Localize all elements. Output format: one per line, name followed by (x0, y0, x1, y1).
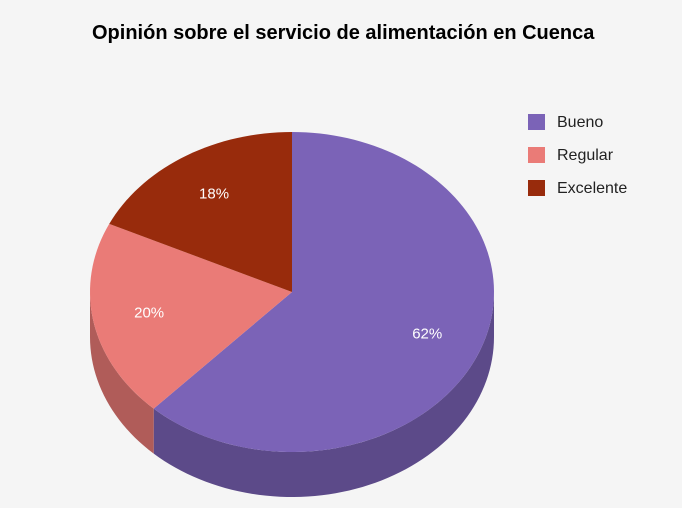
legend-swatch (528, 114, 545, 130)
legend-label: Bueno (557, 114, 603, 131)
legend-label: Regular (557, 147, 614, 164)
pie-side (153, 292, 494, 497)
chart-title: Opinión sobre el servicio de alimentació… (92, 22, 595, 44)
pie-side (90, 292, 154, 454)
data-label: 62% (412, 325, 442, 342)
legend-swatch (528, 147, 545, 163)
legend-label: Excelente (557, 180, 627, 197)
data-label: 20% (134, 305, 164, 322)
pie-slice (153, 132, 494, 452)
data-label: 18% (199, 186, 229, 203)
pie-slice (109, 132, 292, 292)
pie-slice (90, 223, 293, 409)
legend-swatch (528, 180, 545, 196)
